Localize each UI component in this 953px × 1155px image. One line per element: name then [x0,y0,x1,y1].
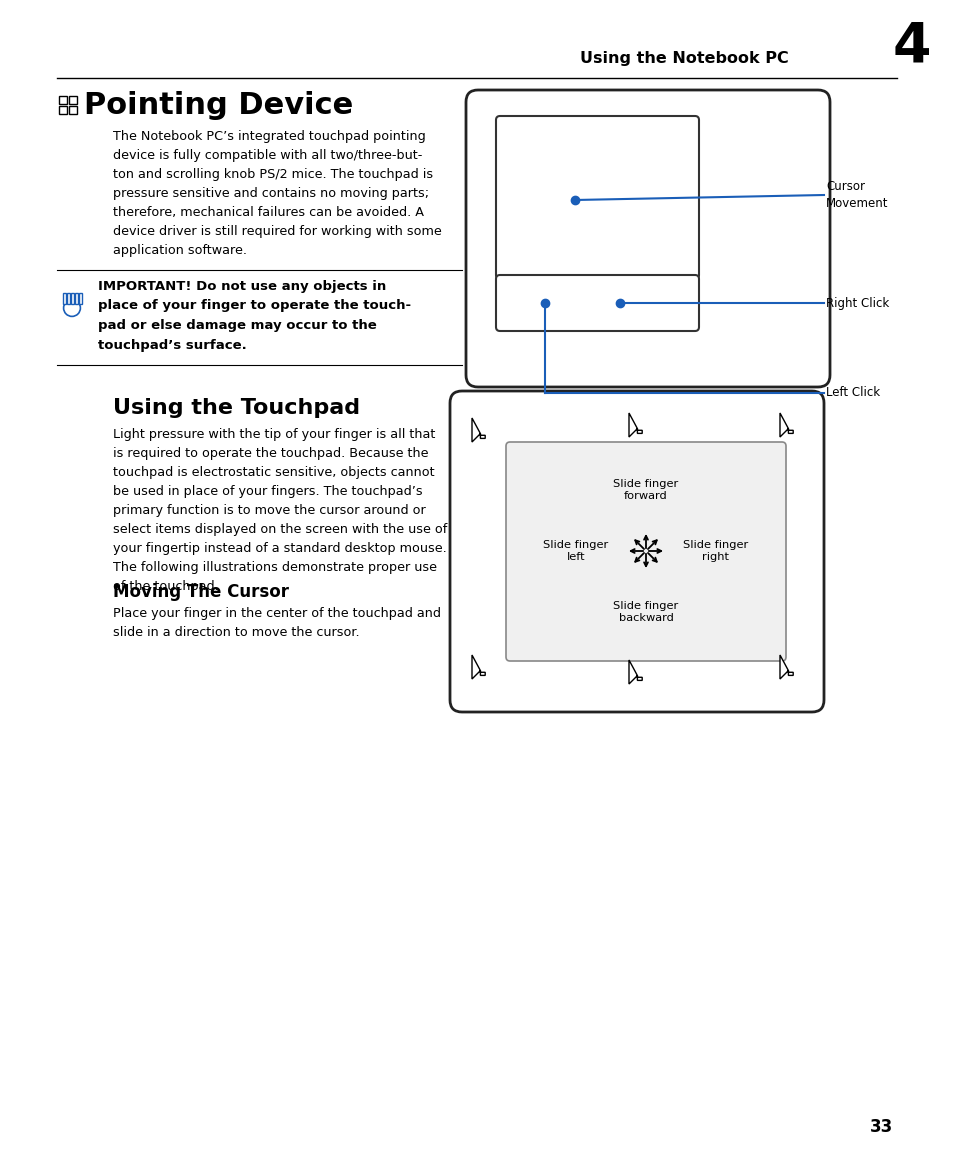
Polygon shape [628,413,641,437]
Polygon shape [780,413,792,437]
Bar [69,106,77,114]
Text: Using the Touchpad: Using the Touchpad [112,398,359,418]
Bar [67,293,70,304]
Text: Moving The Cursor: Moving The Cursor [112,583,289,601]
Bar [59,106,67,114]
Text: 33: 33 [869,1118,892,1137]
Bar [63,293,66,304]
Text: Using the Notebook PC: Using the Notebook PC [579,51,788,66]
FancyBboxPatch shape [496,275,699,331]
Text: Pointing Device: Pointing Device [84,91,353,120]
Text: Slide finger
left: Slide finger left [543,539,608,562]
Bar [69,96,77,104]
Bar [75,293,77,304]
Text: Left Click: Left Click [825,387,880,400]
Polygon shape [472,418,485,442]
FancyBboxPatch shape [496,116,699,280]
Text: Slide finger
right: Slide finger right [682,539,748,562]
Polygon shape [472,655,485,679]
Polygon shape [780,655,792,679]
Bar [59,96,67,104]
Text: Place your finger in the center of the touchpad and
slide in a direction to move: Place your finger in the center of the t… [112,608,440,639]
FancyBboxPatch shape [505,442,785,661]
Text: The Notebook PC’s integrated touchpad pointing
device is fully compatible with a: The Notebook PC’s integrated touchpad po… [112,131,441,258]
Text: Slide finger
backward: Slide finger backward [613,601,678,624]
FancyBboxPatch shape [450,392,823,711]
Bar [71,293,73,304]
Text: Light pressure with the tip of your finger is all that
is required to operate th: Light pressure with the tip of your fing… [112,429,447,593]
Text: 4: 4 [892,18,930,73]
Text: Right Click: Right Click [825,297,888,310]
Text: Slide finger
forward: Slide finger forward [613,478,678,501]
Text: IMPORTANT! Do not use any objects in
place of your finger to operate the touch-
: IMPORTANT! Do not use any objects in pla… [98,280,411,351]
Text: Cursor
Movement: Cursor Movement [825,180,887,210]
FancyBboxPatch shape [465,90,829,387]
Bar [79,293,82,304]
Polygon shape [628,660,641,684]
